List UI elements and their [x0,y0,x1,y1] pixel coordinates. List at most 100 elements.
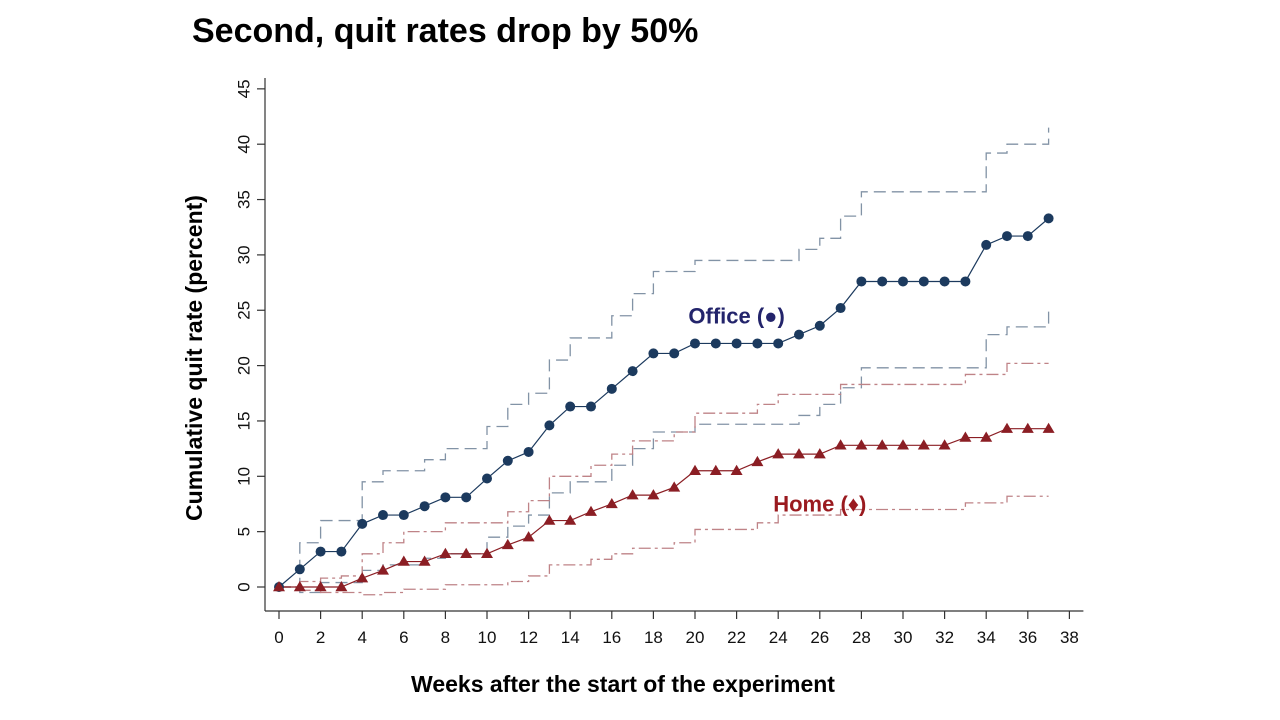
office-point [606,383,617,394]
home-point [314,581,327,592]
y-tick-label: 15 [235,411,254,430]
home-point [980,431,993,442]
home-point [689,464,701,475]
y-tick-label: 25 [235,301,254,320]
home-point [273,581,285,592]
office-point [918,276,929,287]
x-tick-label: 0 [274,628,283,647]
y-tick-label: 45 [235,79,254,98]
x-tick-label: 6 [399,628,408,647]
office-point [419,501,430,512]
office-point [960,276,971,287]
series-annotation-1: Home (♦) [773,491,866,516]
home-point [1042,422,1055,433]
home-point [834,439,847,450]
home-point [1001,422,1013,433]
home-point [668,481,681,492]
home-point [813,448,826,459]
office-point [877,276,888,287]
office-point [482,473,492,484]
x-tick-label: 10 [478,628,497,647]
x-tick-label: 22 [727,628,746,647]
y-axis-title: Cumulative quit rate (percent) [181,195,207,521]
home-point [439,547,452,558]
x-tick-label: 34 [977,628,996,647]
office-point [669,348,680,359]
series-line-1 [279,428,1049,588]
x-tick-label: 28 [852,628,871,647]
y-tick-label: 10 [235,467,254,486]
home-point [855,439,868,450]
office-point [378,510,388,521]
office-point [1043,213,1054,224]
home-point [501,538,514,550]
ci-lower-series-0 [279,310,1050,594]
home-point [1021,422,1034,433]
x-axis-title: Weeks after the start of the experiment [411,671,835,697]
home-point [709,464,722,475]
x-tick-label: 32 [935,628,954,647]
y-tick-label: 35 [235,190,254,209]
home-point [418,555,431,566]
home-point [293,581,306,592]
office-point [315,546,326,557]
home-point [356,572,369,583]
home-point [876,439,889,450]
office-point [835,303,846,314]
home-point [522,531,535,542]
office-point [898,276,908,287]
home-point [730,464,743,475]
x-tick-label: 24 [769,628,788,647]
office-point [398,510,409,521]
axes: 0 2 4 6 8 10 12 14 16 18 20 22 24 26 28 30 32 34 36 3805101… [181,78,1084,697]
y-tick-label: 0 [235,582,254,591]
series-markers [273,213,1055,592]
office-point [690,338,700,349]
home-point [897,439,909,450]
home-point [335,581,348,592]
office-point [794,329,804,340]
ci-upper-series-1 [279,362,1049,588]
x-tick-label: 20 [686,628,705,647]
home-point [543,514,556,525]
home-point [460,547,473,558]
ci-lower-series-1 [279,495,1049,596]
x-tick-label: 12 [519,628,538,647]
slide-title: Second, quit rates drop by 50% [192,12,699,50]
home-point [938,439,951,450]
x-tick-label: 16 [602,628,621,647]
office-point [939,276,950,287]
office-point [731,338,742,349]
home-point [793,448,805,459]
office-point [294,564,305,575]
office-point [544,420,555,431]
office-point [648,348,659,359]
x-tick-label: 36 [1018,628,1037,647]
home-point [605,497,618,509]
series-annotation-0: Office (●) [688,303,784,328]
x-tick-label: 2 [316,628,325,647]
x-tick-label: 38 [1060,628,1079,647]
y-tick-label: 30 [235,245,254,264]
y-tick-label: 20 [235,356,254,375]
office-point [523,446,534,457]
y-tick-label: 40 [235,135,254,154]
office-point [1002,231,1012,242]
office-point [357,518,368,529]
home-point [481,547,493,558]
home-point [397,555,410,566]
office-point [773,338,784,349]
annotations: Office (●) Home (♦) [688,303,866,516]
x-tick-label: 14 [561,628,580,647]
office-point [710,338,721,349]
office-point [440,492,451,503]
office-point [814,320,825,331]
series-lines [278,217,1049,588]
x-tick-label: 26 [810,628,829,647]
home-point [626,489,639,500]
home-point [959,431,972,442]
office-point [565,401,576,412]
x-tick-label: 30 [894,628,913,647]
